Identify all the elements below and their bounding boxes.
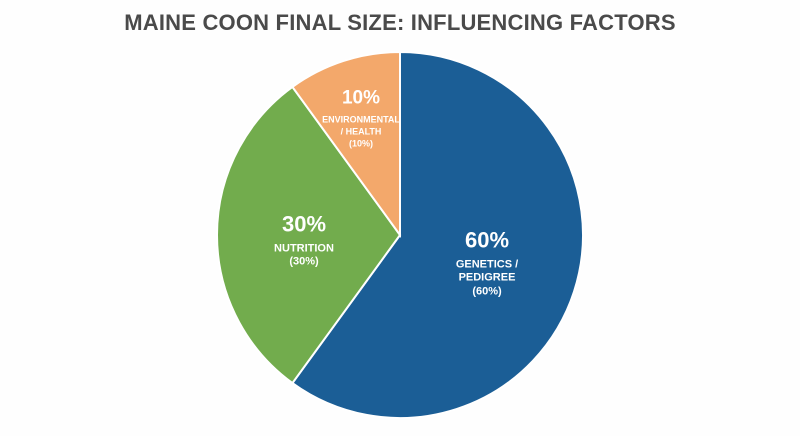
slice-value: (10%) xyxy=(348,138,373,149)
slice-label-environmental: 10% ENVIRONMENTAL / HEALTH (10%) xyxy=(322,86,400,149)
pie-slices xyxy=(216,50,584,419)
slice-percent: 30% xyxy=(281,211,327,237)
slice-label-nutrition: 30% NUTRITION (30%) xyxy=(274,211,334,270)
slice-percent: 10% xyxy=(341,87,381,109)
pie-slice-environmental-health xyxy=(291,50,401,239)
slice-value: (30%) xyxy=(289,255,319,268)
pie-slice-genetics-pedigree xyxy=(291,50,584,419)
chart-title: MAINE COON FINAL SIZE: INFLUENCING FACTO… xyxy=(124,10,676,35)
slice-percent: 60% xyxy=(464,227,510,253)
pie-slice-nutrition xyxy=(216,85,402,385)
slice-name: NUTRITION xyxy=(274,242,334,254)
slice-name: GENETICS / xyxy=(455,258,519,271)
slice-name: ENVIRONMENTAL xyxy=(322,114,400,125)
slice-name: PEDIGREE xyxy=(458,271,516,284)
slice-name: / HEALTH xyxy=(340,126,382,137)
slice-label-genetics: 60% GENETICS / PEDIGREE (60%) xyxy=(456,227,518,300)
slice-value: (60%) xyxy=(472,285,502,298)
